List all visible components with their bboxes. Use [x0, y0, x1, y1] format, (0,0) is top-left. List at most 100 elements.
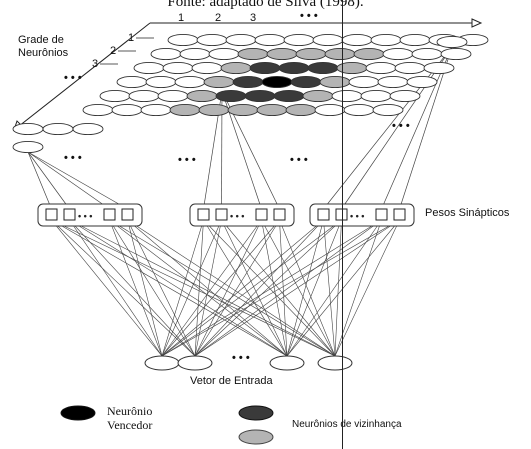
input-to-weight-line [221, 219, 288, 357]
neuron [99, 89, 131, 103]
neuron-neighbor-dark [215, 89, 247, 103]
neuron-neighbor-light [324, 47, 356, 61]
legend-neighborhood-label: Neurônios de vizinhança [292, 419, 402, 430]
neuron [208, 47, 240, 61]
weight-box [63, 208, 76, 221]
neuron [191, 61, 223, 75]
input-to-weight-line [109, 219, 163, 357]
row-index-2: 2 [110, 45, 117, 57]
output-neuron-left [12, 140, 44, 154]
input-to-weight-line [51, 219, 196, 357]
neuron-neighbor-light [169, 103, 201, 117]
input-to-weight-line [51, 219, 336, 357]
legend [60, 405, 274, 445]
input-to-weight-line [161, 219, 342, 357]
legend-winner-label: Neurônio Vencedor [107, 404, 153, 432]
input-to-weight-line [109, 219, 336, 357]
legend-light-symbol [238, 429, 274, 445]
neuron-neighbor-light [237, 47, 269, 61]
weight-to-neuron-line [27, 151, 70, 210]
neuron [128, 89, 160, 103]
neuron [140, 103, 172, 117]
neuron [283, 33, 315, 47]
input-to-weight-line [161, 219, 222, 357]
neuron [377, 75, 409, 89]
neuron-neighbor-light [319, 75, 351, 89]
weight-box [197, 208, 210, 221]
weight-box [317, 208, 330, 221]
neuron [167, 33, 199, 47]
neuron-neighbor-light [353, 47, 385, 61]
input-neuron [144, 355, 180, 371]
neuron-neighbor-light [198, 103, 230, 117]
grid-ellipsis-bottom-1: • • • [64, 152, 82, 164]
neuron-neighbor-light [302, 89, 334, 103]
neuron-neighbor-dark [278, 61, 310, 75]
input-vector [144, 355, 353, 371]
neuron-winner [261, 75, 293, 89]
input-to-weight-line [279, 219, 336, 357]
input-to-weight-line [194, 219, 222, 357]
weight-to-neuron-line [399, 46, 453, 210]
weight-box [121, 208, 134, 221]
weight-to-neuron-line [323, 46, 453, 210]
neuron-neighbor-dark [249, 61, 281, 75]
input-to-weight-line [161, 219, 382, 357]
col-index-3: 3 [250, 12, 257, 24]
input-to-weight-line [334, 219, 342, 357]
neuron [82, 103, 114, 117]
neuron [12, 122, 44, 136]
input-to-weight-line [161, 219, 400, 357]
neuron [365, 61, 397, 75]
neuron [370, 33, 402, 47]
neuron [399, 33, 431, 47]
neuron [312, 33, 344, 47]
neuron [440, 47, 472, 61]
row-index-1: 1 [128, 32, 135, 44]
input-to-weight-line [161, 219, 280, 357]
neuron [225, 33, 257, 47]
neuron [196, 33, 228, 47]
row-index-ellipsis: • • • [64, 72, 82, 84]
input-to-weight-line [261, 219, 336, 357]
neuron [343, 103, 375, 117]
input-to-weight-line [194, 219, 342, 357]
weight-box [255, 208, 268, 221]
input-to-weight-line [194, 219, 324, 357]
weight-box [45, 208, 58, 221]
input-to-weight-line [69, 219, 336, 357]
input-to-weight-line [69, 219, 288, 357]
grid-ellipsis-right: • • • [392, 120, 410, 132]
neuron [341, 33, 373, 47]
input-to-weight-line [203, 219, 288, 357]
input-to-weight-line [51, 219, 163, 357]
neuron [174, 75, 206, 89]
weight-box [103, 208, 116, 221]
neuron [111, 103, 143, 117]
input-to-weight-line [69, 219, 196, 357]
weight-to-neuron-line [27, 151, 128, 210]
neuron-neighbor-light [336, 61, 368, 75]
neuron [150, 47, 182, 61]
weight-ellipsis: • • • [78, 211, 92, 221]
input-to-weight-line [194, 219, 262, 357]
weight-box [273, 208, 286, 221]
weight-box [335, 208, 348, 221]
input-to-weight-line [323, 219, 336, 357]
legend-dark-symbol [238, 405, 274, 421]
neuron [116, 75, 148, 89]
neuron [360, 89, 392, 103]
neuron-neighbor-light [266, 47, 298, 61]
figure-caption: Fonte: adaptado de Silva (1998). [167, 0, 364, 10]
input-neuron [317, 355, 353, 371]
input-to-weight-line [127, 219, 196, 357]
neuron [314, 103, 346, 117]
col-index-ellipsis: • • • [300, 10, 318, 22]
neuron-neighbor-light [203, 75, 235, 89]
neuron-neighbor-light [186, 89, 218, 103]
neuron [406, 75, 438, 89]
legend-winner-symbol [60, 405, 96, 421]
col-index-1: 1 [178, 12, 185, 24]
neuron [133, 61, 165, 75]
neuron-neighbor-dark [307, 61, 339, 75]
